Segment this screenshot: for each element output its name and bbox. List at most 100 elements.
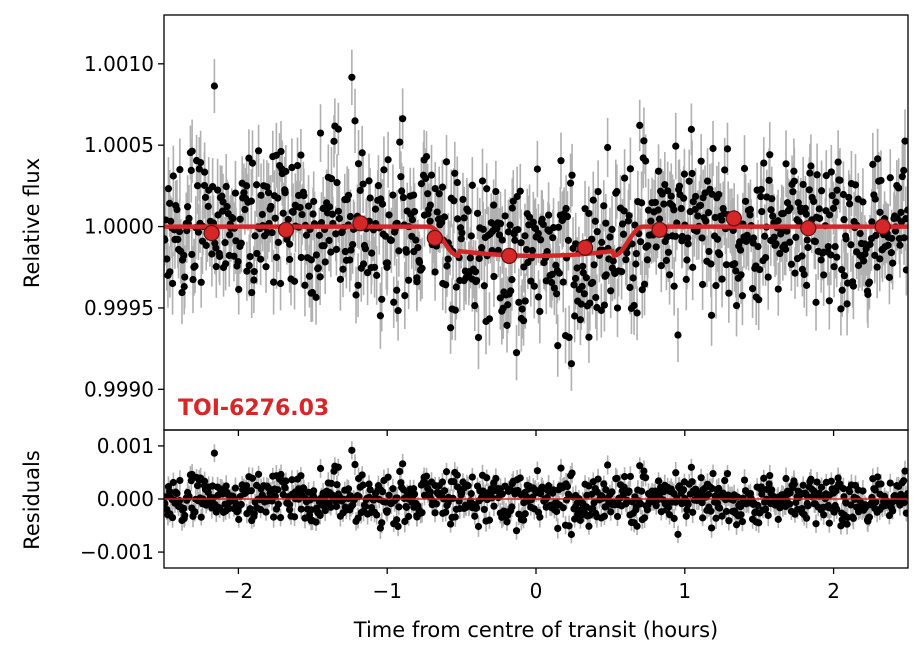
flux-point <box>884 241 892 249</box>
flux-point <box>604 143 612 152</box>
flux-point <box>279 209 287 217</box>
flux-point <box>354 281 362 289</box>
flux-point <box>802 210 810 218</box>
flux-point <box>812 298 820 306</box>
flux-point <box>271 214 279 222</box>
residual-point <box>871 486 879 494</box>
residual-point <box>231 484 240 492</box>
flux-point <box>479 225 487 233</box>
flux-point <box>824 242 832 251</box>
residual-point <box>485 516 494 524</box>
flux-point <box>512 349 521 357</box>
flux-point <box>395 247 403 255</box>
residual-point <box>393 494 401 502</box>
flux-point <box>791 269 799 277</box>
residual-point <box>327 479 336 487</box>
residual-point <box>698 499 706 507</box>
flux-point <box>567 360 575 368</box>
residual-point <box>373 511 381 519</box>
residual-point <box>746 489 755 498</box>
x-tick-label: −2 <box>224 579 253 603</box>
flux-point <box>760 159 768 167</box>
residual-point <box>327 503 335 511</box>
flux-point <box>501 212 509 220</box>
flux-point <box>576 316 584 324</box>
residual-point <box>559 504 567 512</box>
flux-point <box>688 169 696 178</box>
target-annotation: TOI-6276.03 <box>178 396 329 421</box>
flux-point <box>180 251 188 259</box>
flux-point <box>453 178 461 187</box>
flux-point <box>630 301 638 310</box>
residual-point <box>672 469 680 477</box>
residual-point <box>512 527 521 535</box>
flux-point <box>638 286 646 294</box>
residual-point <box>235 515 243 524</box>
residual-point <box>193 482 202 490</box>
flux-point <box>515 298 523 306</box>
flux-point <box>654 167 663 175</box>
flux-point <box>302 231 311 239</box>
residual-point <box>521 510 529 518</box>
flux-point <box>281 189 289 197</box>
flux-point <box>405 276 413 284</box>
residual-point <box>901 467 908 475</box>
flux-point <box>713 235 722 243</box>
flux-point <box>647 217 655 225</box>
binned-point <box>577 239 594 256</box>
flux-point <box>440 213 449 221</box>
flux-point <box>737 271 745 279</box>
flux-point <box>644 242 652 250</box>
flux-point <box>496 220 505 228</box>
flux-point <box>860 257 868 265</box>
flux-point <box>902 215 908 223</box>
flux-point <box>191 262 199 270</box>
residual-point <box>310 487 318 495</box>
flux-point <box>682 275 690 283</box>
residual-point <box>812 520 820 528</box>
residual-point <box>248 474 257 482</box>
residual-point <box>519 516 528 524</box>
flux-point <box>222 182 230 191</box>
flux-point <box>168 279 177 288</box>
flux-point <box>608 225 616 234</box>
flux-point <box>490 201 498 209</box>
flux-point <box>300 192 308 200</box>
residual-point <box>889 507 897 515</box>
residual-point <box>166 487 174 496</box>
flux-point <box>836 176 844 184</box>
flux-point <box>248 159 257 167</box>
flux-point <box>904 206 908 214</box>
flux-point <box>873 263 881 271</box>
flux-point <box>422 153 431 161</box>
flux-point <box>298 210 306 219</box>
residual-point <box>490 502 498 510</box>
flux-point <box>511 236 519 244</box>
flux-point <box>547 278 556 287</box>
flux-point <box>288 163 296 172</box>
flux-point <box>534 229 542 238</box>
flux-point <box>378 295 386 303</box>
flux-point <box>257 191 265 199</box>
residual-point <box>723 470 732 478</box>
flux-point <box>321 258 329 266</box>
flux-point <box>898 172 906 181</box>
residual-point <box>492 474 500 483</box>
top-y-axis: 0.9990 0.9995 1.0000 1.0005 1.0010 <box>84 52 164 401</box>
flux-point <box>444 255 452 263</box>
flux-point <box>684 234 692 242</box>
residual-point <box>613 512 622 521</box>
residual-point <box>405 512 413 521</box>
flux-point <box>790 167 798 175</box>
flux-point <box>297 253 305 262</box>
residual-point <box>786 500 794 508</box>
flux-point <box>859 198 867 206</box>
flux-point <box>829 204 838 212</box>
flux-point <box>822 172 830 180</box>
residual-point <box>633 522 641 530</box>
residual-point <box>438 478 447 486</box>
residual-point <box>768 486 776 494</box>
flux-point <box>286 240 294 248</box>
flux-point <box>536 236 545 244</box>
flux-point <box>410 191 418 199</box>
